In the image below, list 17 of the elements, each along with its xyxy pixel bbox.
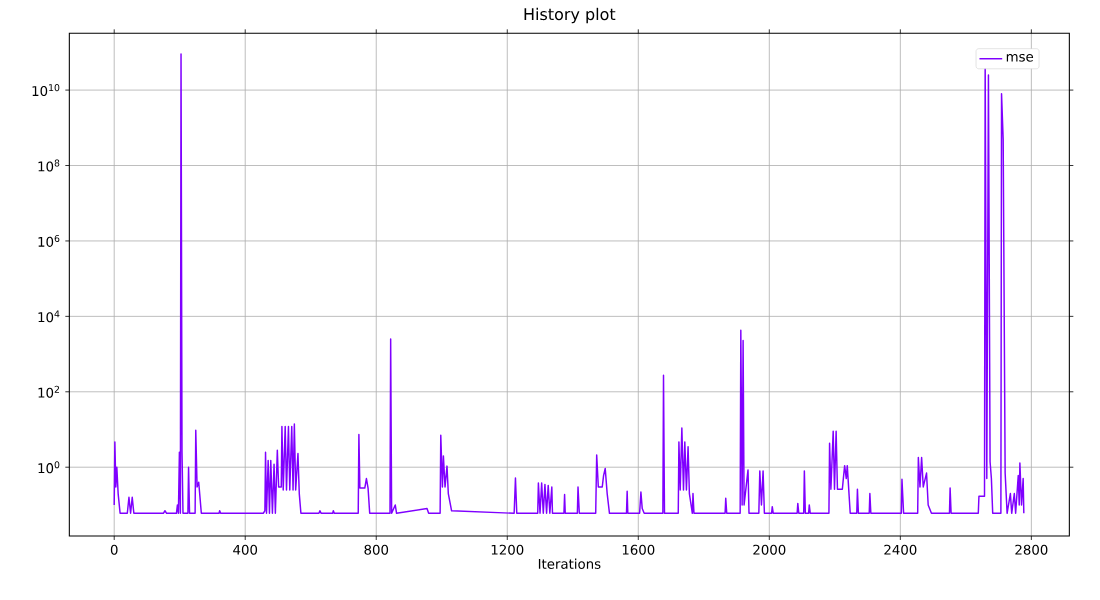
y-tick-label: 10$^{10}$ bbox=[32, 84, 60, 97]
y-tick-label: 10$^{0}$ bbox=[38, 461, 60, 474]
x-tick-label: 800 bbox=[364, 544, 389, 555]
x-tick-label: 1200 bbox=[491, 544, 524, 555]
chart-title: History plot bbox=[524, 7, 616, 24]
y-tick-label: 10$^{8}$ bbox=[38, 159, 60, 172]
x-tick-label: 2800 bbox=[1015, 544, 1048, 555]
x-tick-label: 400 bbox=[233, 544, 258, 555]
x-axis-title: Iterations bbox=[538, 558, 601, 569]
x-tick-label: 1600 bbox=[622, 544, 655, 555]
y-tick-label: 10$^{4}$ bbox=[38, 310, 60, 323]
y-tick-label: 10$^{2}$ bbox=[38, 385, 60, 398]
legend-label: mse bbox=[1006, 54, 1034, 62]
y-tick-label: 10$^{6}$ bbox=[38, 234, 60, 247]
x-tick-label: 2400 bbox=[884, 544, 917, 555]
x-tick-label: 0 bbox=[110, 544, 118, 555]
x-tick-label: 2000 bbox=[753, 544, 786, 555]
